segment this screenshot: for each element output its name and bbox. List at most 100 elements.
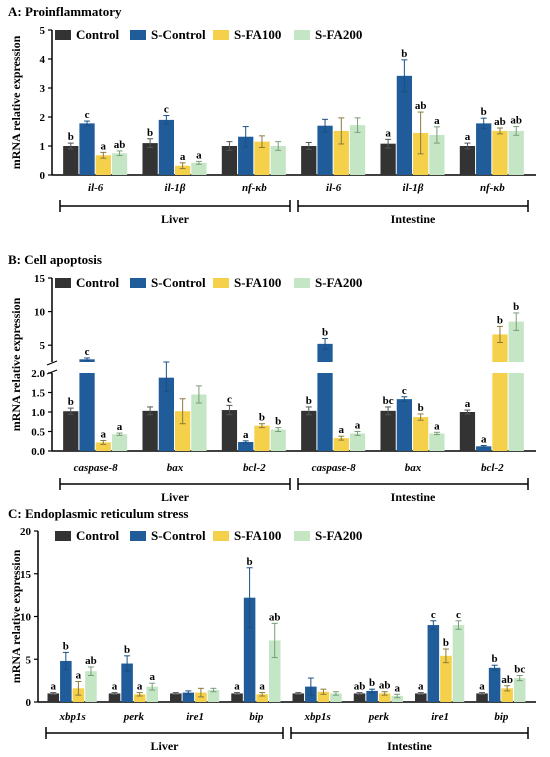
significance-letter: b [322,326,328,338]
legend-label: S-Control [151,528,206,543]
legend-swatch [213,30,229,40]
legend-label: S-FA100 [234,275,281,290]
bar [270,146,286,175]
y-tick-label: 1 [40,141,46,153]
bar [380,143,396,175]
bar [366,690,378,702]
tissue-label: Liver [151,739,180,753]
significance-letter: a [117,421,123,433]
panel-c: C: Endoplasmic reticulum stress Control S-… [8,506,536,753]
panel-a: A: Proinflammatory Control S-Control S-FA10… [8,4,536,226]
significance-letter: a [101,428,107,440]
y-axis-label: mRNA relative expression [9,35,23,169]
bar [95,442,111,451]
x-category-label: nf-κb [480,182,505,194]
bar [146,686,158,702]
x-category-label: bax [167,462,184,474]
significance-letter: a [112,681,118,693]
significance-letter: c [431,609,436,621]
legend-swatch [130,278,146,288]
bar [391,696,403,702]
significance-letter: a [434,115,440,127]
significance-letter: c [164,104,169,116]
legend-swatch [55,30,71,40]
significance-letter: ab [269,611,281,623]
y-axis-label: mRNA relative expression [9,297,23,431]
bar [317,125,333,175]
significance-letter: ab [85,655,97,667]
legend-label: Control [76,275,119,290]
significance-letter: c [85,109,90,121]
significance-letter: b [443,637,449,649]
significance-letter: b [369,677,375,689]
y-tick-label: 0 [26,697,32,709]
bar [121,663,133,702]
bar [95,155,111,175]
bar [459,412,476,451]
bar [254,141,270,175]
legend-label: S-Control [151,27,206,42]
x-category-label: bcl-2 [243,462,266,474]
y-tick-label: 10 [34,307,46,319]
bar [501,688,513,702]
significance-letter: ab [379,680,391,692]
significance-letter: b [418,402,424,414]
significance-letter: ab [501,674,513,686]
bar [142,410,158,451]
significance-letter: a [465,398,471,410]
y-tick-label: 20 [20,526,32,538]
significance-letter: b [68,131,74,143]
x-category-label: ire1 [186,711,204,723]
tissue-label: Intestine [387,739,432,753]
y-tick-label: 0.5 [31,427,45,439]
y-tick-label: 3 [40,83,46,95]
bar [254,425,270,451]
bar [142,143,158,175]
x-category-label: il-6 [88,182,104,194]
significance-letter: b [147,127,153,139]
y-tick-label: 15 [34,273,46,285]
significance-letter: ab [415,100,427,112]
y-tick-label: 1.0 [31,407,45,419]
x-category-label: caspase-8 [312,462,356,474]
bar [182,692,195,702]
bar [191,394,207,451]
legend-label: S-FA100 [234,528,281,543]
legend-label: S-Control [151,275,206,290]
tissue-label: Intestine [391,212,436,226]
bar [133,694,146,702]
x-category-label: xbp1s [303,711,330,723]
legend-swatch [55,531,71,541]
bar [353,693,366,702]
significance-letter: b [275,416,281,428]
significance-letter: b [68,396,74,408]
bar [508,130,524,175]
significance-letter: b [124,644,130,656]
legend-swatch [213,278,229,288]
bar [238,136,254,175]
significance-letter: bc [514,663,525,675]
bar [79,123,95,175]
tissue-label: Liver [161,212,190,226]
significance-letter: a [243,429,249,441]
legend-label: Control [76,27,119,42]
significance-letter: a [394,682,400,694]
y-tick-label: 5 [40,25,46,37]
bar [413,417,429,451]
legend-swatch [213,531,229,541]
x-category-label: bax [405,462,422,474]
legend-label: S-FA200 [315,275,362,290]
panel-b: B: Cell apoptosis Control S-Control S-FA100… [8,252,536,504]
significance-letter: b [497,314,503,326]
x-category-label: ire1 [431,711,449,723]
bar [333,130,349,175]
legend-swatch [55,278,71,288]
y-tick-label: 15 [20,569,32,581]
x-category-label: perk [368,711,390,723]
significance-letter: a [479,681,485,693]
bar [429,433,445,451]
significance-letter: b [401,48,407,60]
y-tick-label: 2 [40,112,46,124]
bar [270,429,286,451]
